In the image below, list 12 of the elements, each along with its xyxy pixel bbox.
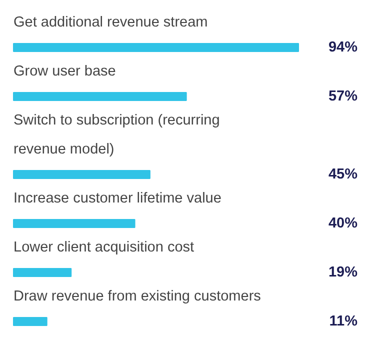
data-label: 11% (329, 314, 358, 330)
y-tick-label: Increase customer lifetime value (14, 190, 222, 206)
data-label: 94% (328, 40, 358, 56)
data-label: 45% (328, 166, 358, 182)
y-tick-label: Lower client acquisition cost (14, 240, 194, 256)
data-label: 19% (328, 264, 358, 280)
data-label: 57% (328, 88, 358, 104)
y-tick-label: Switch to subscription (recurring revenue model) (14, 112, 220, 158)
y-tick-label: Grow user base (14, 64, 116, 80)
y-tick-label: Draw revenue from existing customers (14, 288, 261, 304)
y-tick-label: Get additional revenue stream (14, 14, 208, 30)
data-label: 40% (328, 216, 358, 232)
